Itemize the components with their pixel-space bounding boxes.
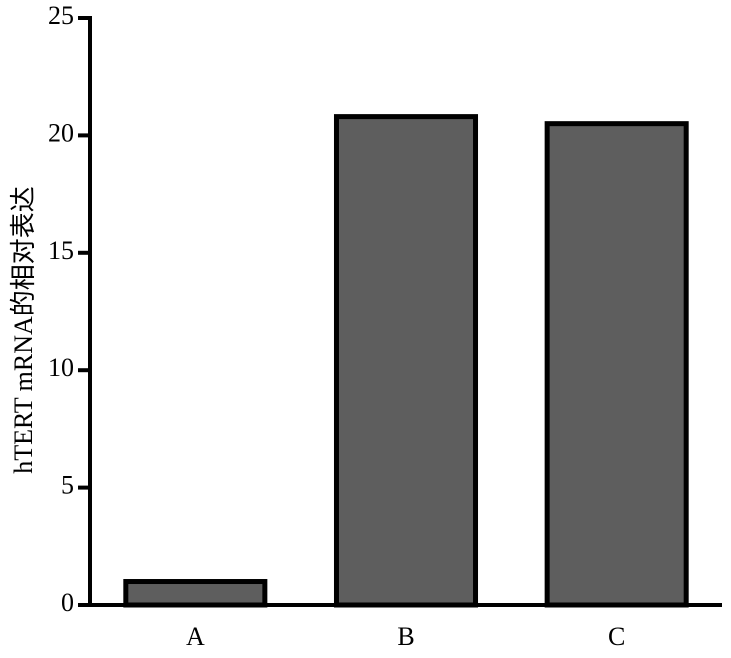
- bar: [544, 121, 689, 608]
- x-tick-label: B: [397, 622, 414, 651]
- x-tick-label: C: [608, 622, 625, 651]
- x-tick-label: A: [186, 622, 205, 651]
- y-tick-label: 15: [48, 236, 74, 265]
- y-tick-label: 0: [61, 588, 74, 617]
- y-tick-label: 5: [61, 471, 74, 500]
- bar: [333, 114, 479, 608]
- y-tick-label: 20: [48, 118, 74, 147]
- y-tick-label: 25: [48, 1, 74, 30]
- y-tick-label: 10: [48, 353, 74, 382]
- y-axis-label: hTERT mRNA的相对表达: [9, 186, 38, 474]
- bar: [123, 579, 268, 608]
